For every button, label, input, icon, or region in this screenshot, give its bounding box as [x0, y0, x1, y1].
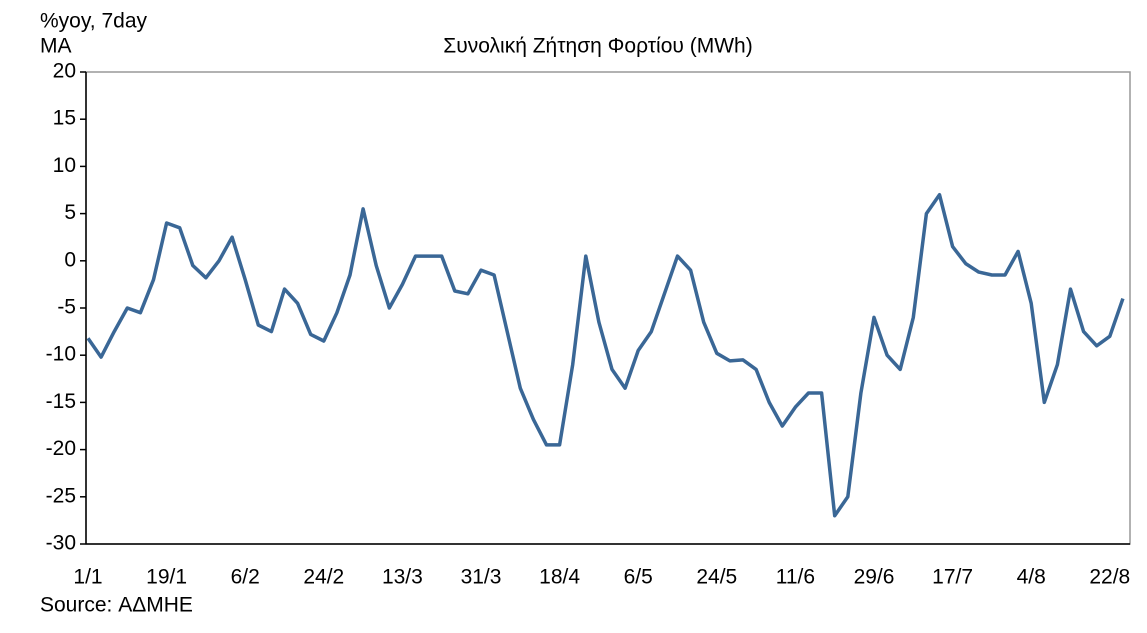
- x-tick-label: 11/6: [776, 566, 815, 589]
- x-tick-label: 24/2: [303, 566, 344, 589]
- x-tick-label: 31/3: [461, 566, 502, 589]
- x-tick-label: 17/7: [932, 566, 973, 589]
- x-tick-label: 19/1: [146, 566, 187, 589]
- x-tick-label: 1/1: [73, 566, 102, 589]
- x-tick-label: 18/4: [539, 566, 580, 589]
- data-line: [86, 192, 1125, 518]
- x-tick-label: 6/5: [624, 566, 653, 589]
- y-tick-label: -15: [46, 390, 76, 413]
- x-tick-label: 4/8: [1017, 566, 1046, 589]
- y-tick-label: 20: [53, 60, 76, 83]
- y-tick-label: 5: [64, 201, 76, 224]
- y-tick-label: -30: [46, 532, 76, 555]
- x-tick-label: 29/6: [854, 566, 895, 589]
- y-tick-label: 0: [64, 248, 76, 271]
- x-tick-label: 24/5: [696, 566, 737, 589]
- x-tick-label: 22/8: [1089, 566, 1130, 589]
- y-tick-label: -25: [46, 484, 76, 507]
- y-tick-label: 15: [53, 107, 76, 130]
- chart-title: Συνολική Ζήτηση Φορτίου (MWh): [443, 35, 752, 58]
- source-note: Source: ΑΔΜΗΕ: [40, 594, 193, 617]
- x-tick-label: 13/3: [382, 566, 423, 589]
- y-tick-label: -5: [57, 296, 76, 319]
- y-axis-label: MA: [40, 35, 72, 58]
- x-tick-label: 6/2: [231, 566, 260, 589]
- y-axis-label: %yoy, 7day: [40, 10, 147, 33]
- y-tick-label: -20: [46, 437, 76, 460]
- y-tick-label: 10: [53, 154, 76, 177]
- plot-frame: [85, 71, 1131, 545]
- y-tick-label: -10: [46, 343, 76, 366]
